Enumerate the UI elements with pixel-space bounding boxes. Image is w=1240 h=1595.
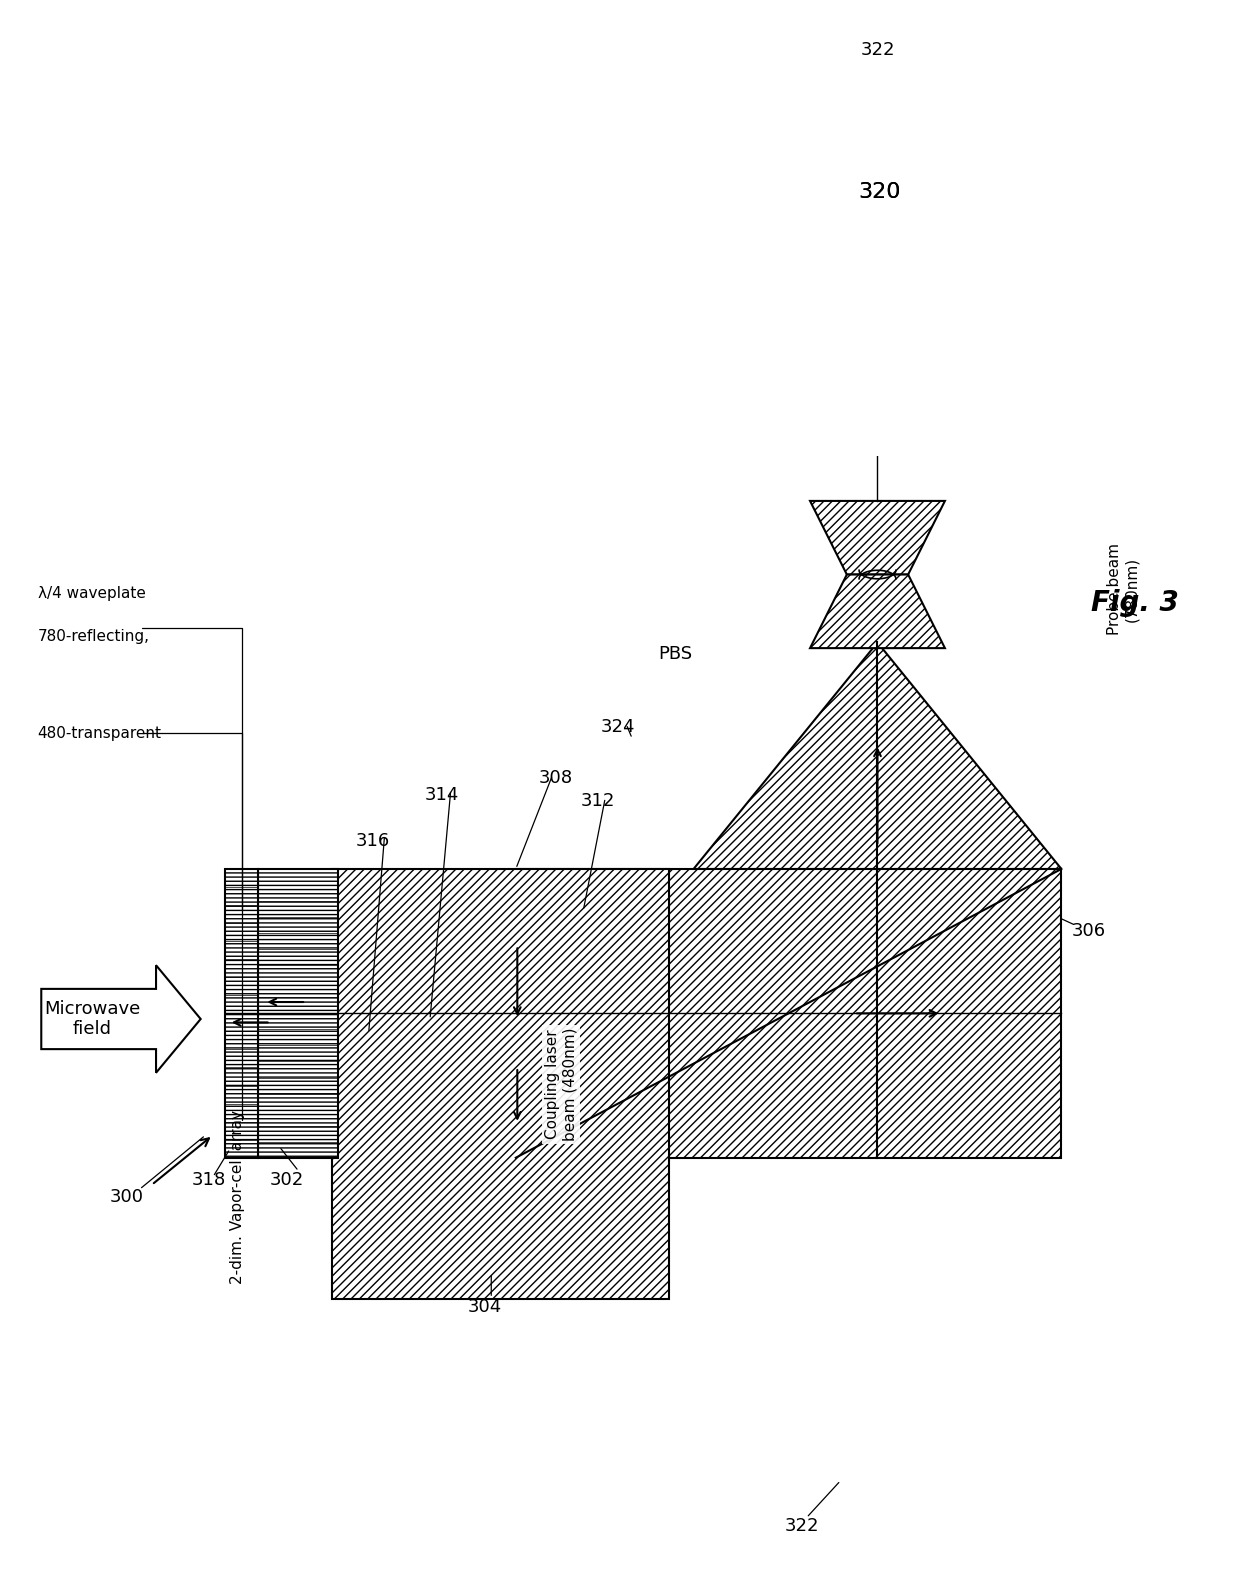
Text: 300: 300 (110, 1188, 144, 1206)
Text: 318: 318 (192, 1171, 227, 1190)
Bar (258, 869, 339, 1158)
Polygon shape (810, 574, 945, 648)
Text: 2-dim. Vapor-cell array: 2-dim. Vapor-cell array (229, 1110, 246, 1284)
Text: 304: 304 (467, 1298, 502, 1316)
Text: 302: 302 (269, 1171, 304, 1190)
Text: Microwave
field: Microwave field (45, 1000, 140, 1038)
Polygon shape (810, 501, 945, 574)
Bar (516, 869, 1061, 1158)
Text: Probe beam
(780nm): Probe beam (780nm) (1106, 544, 1138, 635)
Text: 780-reflecting,: 780-reflecting, (37, 630, 150, 644)
Polygon shape (841, 45, 1012, 77)
Text: 320: 320 (858, 182, 901, 201)
Text: Fig. 3: Fig. 3 (1091, 589, 1179, 617)
Text: 308: 308 (539, 769, 573, 788)
Text: 480-transparent: 480-transparent (37, 726, 161, 740)
Text: 324: 324 (600, 718, 635, 737)
Polygon shape (41, 965, 201, 1073)
Text: PBS: PBS (658, 644, 692, 664)
Text: 322: 322 (784, 1517, 818, 1534)
Text: 306: 306 (1071, 922, 1105, 939)
Text: 320: 320 (858, 182, 901, 201)
Bar (226, 869, 258, 1158)
Polygon shape (859, 0, 1022, 48)
Text: Coupling laser
beam (480nm): Coupling laser beam (480nm) (544, 1027, 578, 1140)
Text: λ/4 waveplate: λ/4 waveplate (37, 587, 145, 601)
Bar (812, 132, 947, 281)
Polygon shape (693, 643, 1061, 869)
Polygon shape (874, 0, 1008, 35)
Text: 312: 312 (580, 793, 615, 810)
Text: 314: 314 (425, 786, 459, 804)
Bar (332, 869, 670, 1300)
Text: 316: 316 (355, 831, 389, 850)
Text: 322: 322 (861, 41, 895, 59)
